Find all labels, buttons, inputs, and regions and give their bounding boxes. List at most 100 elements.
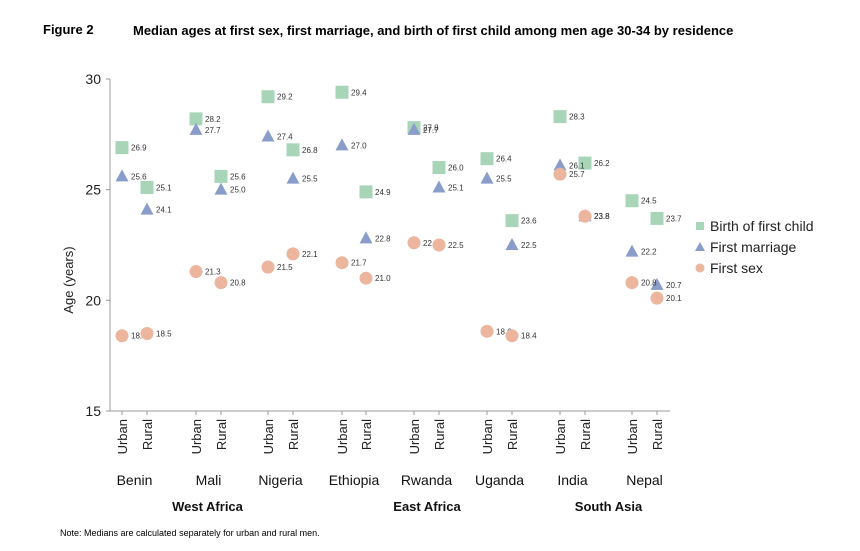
country-label: Ethiopia xyxy=(329,472,380,488)
point-first-sex xyxy=(505,329,519,343)
data-label: 18.6 xyxy=(496,327,512,336)
point-first-sex xyxy=(115,329,129,343)
data-label: 25.0 xyxy=(230,186,246,195)
legend-marker-triangle xyxy=(695,242,705,251)
point-first-marriage xyxy=(407,122,421,135)
point-first-marriage xyxy=(261,129,275,142)
data-label: 20.8 xyxy=(230,279,246,288)
point-first-marriage xyxy=(335,138,349,151)
point-first-sex xyxy=(261,260,275,274)
legend-label: Birth of first child xyxy=(710,218,813,234)
x-tick-label-rural: Rural xyxy=(578,419,593,450)
data-label: 28.3 xyxy=(569,113,585,122)
x-tick-label-urban: Urban xyxy=(625,419,640,454)
data-label: 24.5 xyxy=(641,197,657,206)
data-label: 26.4 xyxy=(496,155,512,164)
point-birth-of-first-child xyxy=(140,180,154,194)
legend-label: First sex xyxy=(710,260,763,276)
legend-label: First marriage xyxy=(710,239,797,255)
point-birth-of-first-child xyxy=(359,185,373,199)
data-label: 22.5 xyxy=(448,241,464,250)
point-first-sex xyxy=(335,256,349,270)
data-label: 23.7 xyxy=(666,214,682,223)
data-label: 26.9 xyxy=(131,144,147,153)
data-label: 25.1 xyxy=(156,183,172,192)
point-first-marriage xyxy=(140,202,154,215)
data-label: 23.8 xyxy=(594,212,610,221)
point-birth-of-first-child xyxy=(625,194,639,208)
y-tick-label: 25 xyxy=(85,182,101,198)
data-label: 25.1 xyxy=(448,183,464,192)
data-label: 25.6 xyxy=(230,172,246,181)
point-first-marriage xyxy=(359,231,373,244)
y-tick-label: 30 xyxy=(85,71,101,87)
figure-note: Note: Medians are calculated separately … xyxy=(60,528,320,538)
point-first-sex xyxy=(480,324,494,338)
x-tick-label-urban: Urban xyxy=(480,419,495,454)
x-tick-label-rural: Rural xyxy=(650,419,665,450)
country-label: Benin xyxy=(117,472,153,488)
data-label: 26.8 xyxy=(302,146,318,155)
point-first-marriage xyxy=(480,171,494,184)
data-label: 26.1 xyxy=(569,161,585,170)
data-label: 24.1 xyxy=(156,206,172,215)
data-label: 20.1 xyxy=(666,294,682,303)
country-label: Nepal xyxy=(626,472,663,488)
point-first-sex xyxy=(140,327,154,341)
data-label: 23.8 xyxy=(594,212,610,221)
legend-marker-square xyxy=(696,222,704,230)
data-label: 24.9 xyxy=(375,188,391,197)
data-label: 20.7 xyxy=(666,281,682,290)
x-tick-label-rural: Rural xyxy=(140,419,155,450)
point-birth-of-first-child xyxy=(214,169,228,183)
data-label: 21.7 xyxy=(351,259,367,268)
point-birth-of-first-child xyxy=(286,143,300,157)
point-first-marriage xyxy=(553,158,567,171)
point-first-marriage xyxy=(625,244,639,257)
x-tick-label-rural: Rural xyxy=(505,419,520,450)
point-birth-of-first-child xyxy=(650,211,664,225)
region-label: South Asia xyxy=(575,499,643,514)
point-first-sex xyxy=(359,271,373,285)
data-label: 25.5 xyxy=(302,175,318,184)
point-first-marriage xyxy=(432,180,446,193)
point-first-sex xyxy=(407,236,421,250)
legend-marker-circle xyxy=(695,263,705,273)
data-label: 28.2 xyxy=(205,115,221,124)
point-birth-of-first-child xyxy=(505,214,519,228)
data-label: 27.0 xyxy=(351,141,367,150)
x-tick-label-rural: Rural xyxy=(432,419,447,450)
point-birth-of-first-child xyxy=(115,141,129,155)
figure-title: Median ages at first sex, first marriage… xyxy=(133,23,734,38)
country-label: Nigeria xyxy=(258,472,303,488)
data-label: 23.6 xyxy=(521,217,537,226)
point-first-marriage xyxy=(189,122,203,135)
point-first-sex xyxy=(578,209,592,223)
point-first-sex xyxy=(286,247,300,261)
data-label: 22.8 xyxy=(375,234,391,243)
data-label: 26.0 xyxy=(448,164,464,173)
data-label: 29.2 xyxy=(277,93,293,102)
point-birth-of-first-child xyxy=(261,90,275,104)
x-tick-label-urban: Urban xyxy=(407,419,422,454)
point-first-marriage xyxy=(286,171,300,184)
point-first-marriage xyxy=(650,277,664,290)
y-tick-label: 20 xyxy=(85,292,101,308)
country-label: India xyxy=(557,472,588,488)
data-label: 26.2 xyxy=(594,159,610,168)
point-first-sex xyxy=(553,167,567,181)
data-label: 21.5 xyxy=(277,263,293,272)
point-birth-of-first-child xyxy=(553,110,567,124)
data-label: 22.6 xyxy=(423,239,439,248)
country-label: Mali xyxy=(196,472,222,488)
data-label: 22.1 xyxy=(302,250,318,259)
point-first-sex xyxy=(432,238,446,252)
data-label: 21.3 xyxy=(205,268,221,277)
country-label: Rwanda xyxy=(401,472,453,488)
point-birth-of-first-child xyxy=(335,85,349,99)
x-tick-label-rural: Rural xyxy=(359,419,374,450)
x-tick-label-rural: Rural xyxy=(286,419,301,450)
data-label: 27.4 xyxy=(277,133,293,142)
data-label: 18.4 xyxy=(521,332,537,341)
